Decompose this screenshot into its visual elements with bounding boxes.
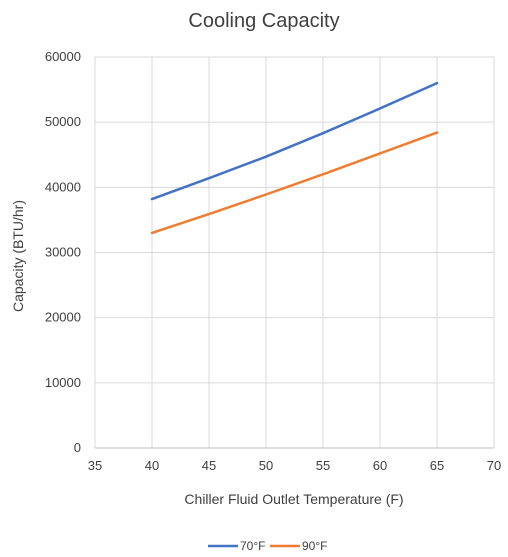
data-point [321,173,325,176]
data-point [264,155,268,158]
tick-labels: 0 10000 20000 30000 40000 50000 60000 35 40 45 50 5… [45,49,501,473]
x-tick-label: 60 [373,458,387,473]
data-point [264,193,268,196]
data-point [150,231,154,235]
data-point [435,131,439,134]
legend: 70°F 90°F [208,539,327,553]
data-point [435,81,439,85]
y-tick-label: 30000 [45,245,81,260]
y-tick-label: 0 [74,440,81,455]
y-tick-label: 40000 [45,179,81,194]
data-point [378,152,382,155]
y-tick-label: 50000 [45,114,81,129]
y-tick-label: 20000 [45,310,81,325]
data-point [321,132,325,135]
series-line-1 [150,81,439,201]
legend-label: 90°F [302,539,327,553]
x-tick-label: 40 [145,458,159,473]
x-tick-label: 55 [316,458,330,473]
y-tick-label: 10000 [45,375,81,390]
x-tick-label: 70 [487,458,501,473]
x-tick-label: 50 [259,458,273,473]
data-series [150,81,439,235]
x-tick-label: 65 [430,458,444,473]
y-tick-label: 60000 [45,49,81,64]
data-point [207,177,211,180]
grid-lines [94,56,495,448]
data-point [378,107,382,110]
chart-title: Cooling Capacity [188,10,339,32]
legend-label: 70°F [240,539,265,553]
x-axis-label: Chiller Fluid Outlet Temperature (F) [184,491,403,507]
series-line-2 [150,131,439,235]
x-tick-label: 45 [202,458,216,473]
data-point [207,212,211,216]
x-tick-label: 35 [88,458,102,473]
data-point [150,197,154,201]
y-axis-label: Capacity (BTU/hr) [10,200,26,312]
